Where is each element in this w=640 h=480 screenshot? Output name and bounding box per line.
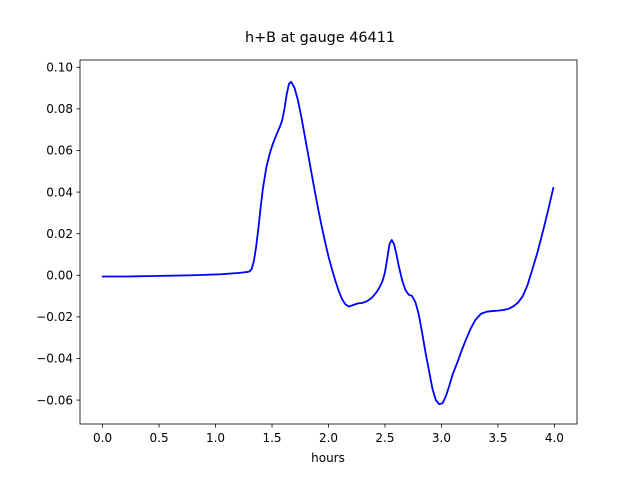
y-tick-label: 0.10 (46, 60, 73, 74)
y-tick-label: −0.02 (36, 310, 73, 324)
x-tick-label: 3.0 (432, 431, 451, 445)
y-tick-label: −0.04 (36, 352, 73, 366)
y-tick-label: 0.08 (46, 102, 73, 116)
x-tick-label: 0.0 (93, 431, 112, 445)
x-tick-label: 4.0 (545, 431, 564, 445)
x-axis-label: hours (311, 451, 345, 465)
y-tick-label: 0.00 (46, 268, 73, 282)
y-tick-label: 0.02 (46, 227, 73, 241)
y-tick-label: −0.06 (36, 393, 73, 407)
x-tick-label: 2.0 (319, 431, 338, 445)
x-axis-ticks: 0.0 0.5 1.0 1.5 2.0 2.5 3.0 3.5 4.0 (93, 424, 564, 445)
x-tick-label: 1.5 (262, 431, 281, 445)
x-tick-label: 2.5 (375, 431, 394, 445)
y-axis-ticks: −0.06 −0.04 −0.02 0.00 0.02 0.04 0.06 0.08 0.10 (36, 60, 80, 407)
data-series-group (101, 80, 555, 406)
series-line (101, 80, 555, 406)
x-tick-label: 0.5 (150, 431, 169, 445)
axes-background (79, 59, 578, 425)
axes-frame (79, 59, 578, 425)
y-tick-label: 0.04 (46, 185, 73, 199)
x-tick-label: 3.5 (488, 431, 507, 445)
y-tick-label: 0.06 (46, 144, 73, 158)
x-tick-label: 1.0 (206, 431, 225, 445)
chart-title: h+B at gauge 46411 (244, 30, 396, 46)
